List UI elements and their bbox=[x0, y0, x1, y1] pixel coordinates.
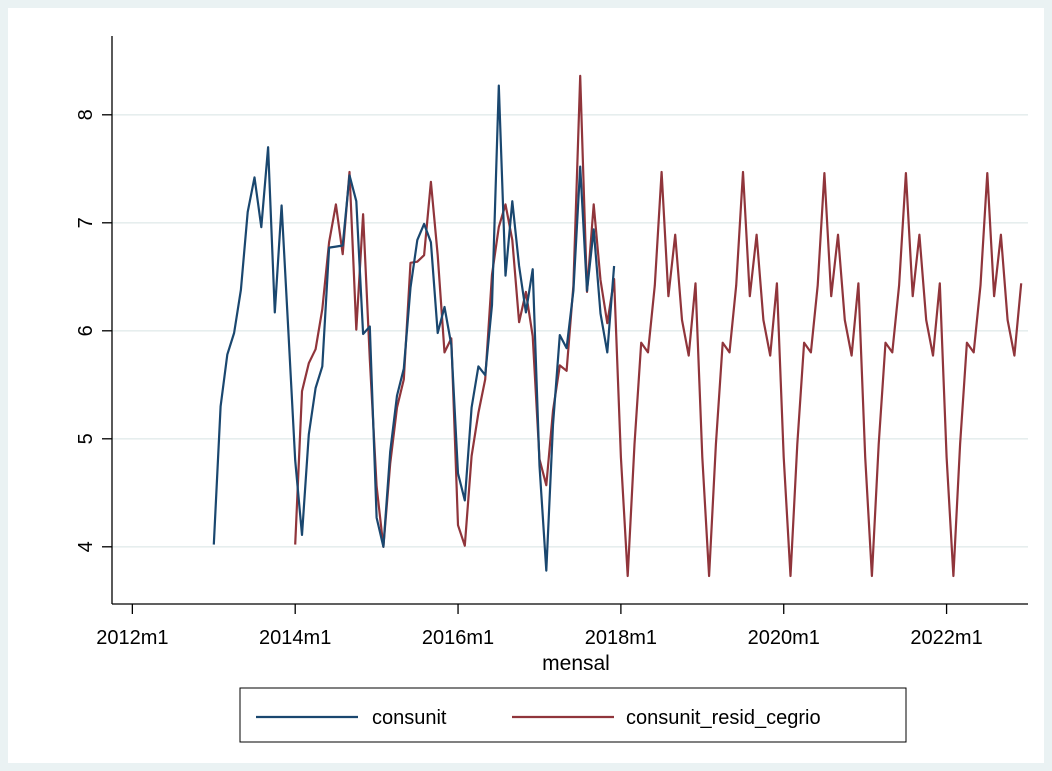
legend-label-consunit-resid-cegrio: consunit_resid_cegrio bbox=[626, 707, 821, 729]
x-tick-label: 2014m1 bbox=[259, 627, 331, 649]
y-tick-label: 6 bbox=[75, 325, 97, 336]
series-line-consunit-resid-cegrio bbox=[294, 74, 1023, 578]
x-tick-label: 2022m1 bbox=[910, 627, 982, 649]
y-axis-ticks: 4 5 6 7 8 bbox=[75, 109, 112, 552]
x-tick-label: 2016m1 bbox=[422, 627, 494, 649]
series-line-consunit bbox=[212, 84, 616, 572]
series-layer bbox=[212, 74, 1023, 578]
x-tick-label: 2020m1 bbox=[748, 627, 820, 649]
x-tick-label: 2018m1 bbox=[585, 627, 657, 649]
plot-region bbox=[8, 8, 1044, 763]
legend-label-consunit: consunit bbox=[372, 707, 447, 729]
legend: consunit consunit_resid_cegrio bbox=[239, 687, 907, 743]
x-axis-ticks: 2012m1 2014m1 2016m1 2018m1 2020m1 2022m1 bbox=[96, 604, 983, 649]
legend-box bbox=[239, 687, 907, 743]
x-axis-title: mensal bbox=[542, 652, 610, 675]
y-tick-label: 7 bbox=[75, 217, 97, 228]
y-tick-label: 8 bbox=[75, 109, 97, 120]
y-tick-label: 4 bbox=[75, 541, 97, 552]
x-tick-label: 2012m1 bbox=[96, 627, 168, 649]
y-tick-label: 5 bbox=[75, 433, 97, 444]
